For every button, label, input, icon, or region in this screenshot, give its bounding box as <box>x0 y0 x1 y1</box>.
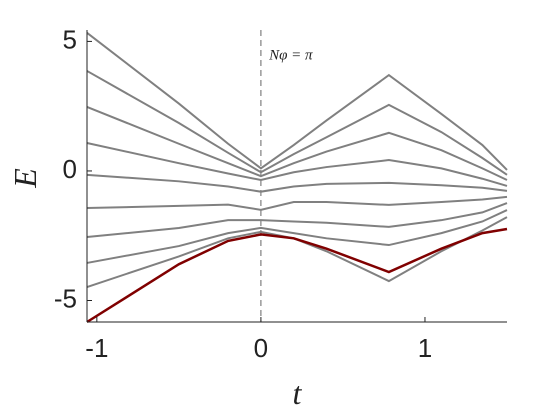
series-line <box>86 202 508 239</box>
series-line <box>86 195 508 211</box>
series-line <box>86 173 508 193</box>
x-tick-label: 0 <box>254 333 268 363</box>
series-line <box>86 106 508 181</box>
series-line <box>86 32 508 171</box>
y-tick-label: 5 <box>63 24 77 54</box>
x-tick-label: 1 <box>418 333 432 363</box>
x-tick-label: -1 <box>85 333 108 363</box>
series-line <box>86 141 508 187</box>
series-line <box>86 227 508 324</box>
series-line <box>86 209 508 264</box>
annotation: Nφ = π <box>268 48 313 64</box>
x-axis-label: t <box>293 375 303 411</box>
y-axis-label: E <box>7 168 43 189</box>
series-line <box>86 70 508 176</box>
y-tick-label: 0 <box>63 154 77 184</box>
y-tick-label: -5 <box>54 283 77 313</box>
